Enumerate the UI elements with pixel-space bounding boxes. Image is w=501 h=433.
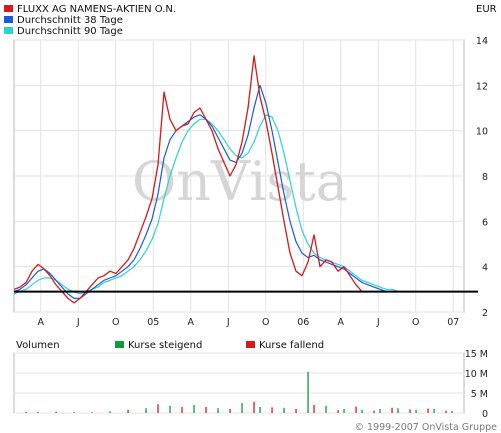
volume-bar-down (271, 407, 272, 413)
price-x-tick-labels: A J O 05 A J O 06 A J O 07 (38, 317, 460, 328)
price-x-tick-label: A (338, 317, 345, 328)
legend-swatch-ma90 (4, 27, 13, 34)
price-legend: FLUXX AG NAMENS-AKTIEN O.N. Durchschnitt… (4, 4, 176, 37)
volume-bar-up (397, 408, 398, 413)
price-y-tick-labels: 2 4 6 8 10 12 14 (476, 36, 488, 319)
volume-bar-up (193, 405, 194, 413)
volume-panel: 0 5 M 10 M 15 M (14, 349, 488, 420)
volume-bar-up (169, 406, 170, 413)
price-x-tick-label: J (226, 317, 230, 328)
legend-swatch-ma38 (4, 16, 13, 23)
volume-bar-down (91, 412, 92, 413)
copyright-notice: © 1999-2007 OnVista Gruppe (355, 422, 498, 433)
volume-bar-up (379, 409, 380, 413)
volume-bar-up (415, 410, 416, 413)
volume-bar-down (205, 407, 206, 413)
price-y-tick-label: 10 (476, 127, 488, 138)
volume-y-tick-labels: 0 5 M 10 M 15 M (465, 349, 488, 420)
volume-bar-up (259, 407, 260, 413)
volume-legend-label-up: Kurse steigend (128, 340, 202, 351)
volume-bar-down (409, 409, 410, 413)
volume-bar-down (181, 407, 182, 413)
price-x-tick-label: O (262, 317, 269, 328)
price-x-tick-label: J (76, 317, 80, 328)
onvista-watermark: OnVista (132, 150, 348, 213)
price-panel: OnVista 2 4 6 8 10 12 14 A J O 05 A J O 06 A J O 07 (14, 36, 488, 328)
volume-bar-down (373, 411, 374, 413)
price-x-tick-label: O (112, 317, 119, 328)
price-y-tick-label: 14 (476, 36, 488, 47)
volume-y-tick-label: 10 M (465, 369, 488, 380)
volume-bar-up (145, 408, 146, 413)
legend-label-price: FLUXX AG NAMENS-AKTIEN O.N. (17, 4, 176, 15)
legend-label-ma38: Durchschnitt 38 Tage (17, 15, 123, 26)
volume-bar-up (109, 411, 110, 413)
volume-bar-down (391, 408, 392, 413)
volume-bar-up (361, 410, 362, 413)
volume-bar-down (157, 404, 158, 413)
volume-legend-label-down: Kurse fallend (259, 340, 324, 351)
volume-bar-up (343, 409, 344, 413)
volume-bar-down (337, 410, 338, 413)
price-y-tick-label: 6 (482, 217, 488, 228)
volume-bar-up (37, 412, 38, 413)
volume-bar-up (451, 411, 452, 413)
volume-legend-swatch-down (246, 341, 255, 348)
price-x-tick-label: 05 (147, 317, 159, 328)
volume-y-tick-label: 0 (482, 409, 488, 420)
volume-bar-down (229, 409, 230, 413)
volume-bar-up (283, 408, 284, 413)
price-y-tick-label: 8 (482, 172, 488, 183)
volume-bar-down (55, 412, 56, 413)
price-y-tick-label: 12 (476, 81, 488, 92)
volume-bar-down (25, 412, 26, 413)
volume-bar-down (295, 409, 296, 413)
currency-label: EUR (476, 4, 497, 15)
volume-bar-up (307, 372, 308, 413)
volume-bar-down (253, 402, 254, 413)
volume-bar-up (73, 412, 74, 413)
volume-bar-down (355, 407, 356, 413)
price-y-tick-label: 4 (482, 263, 488, 274)
price-x-tick-label: A (38, 317, 45, 328)
legend-label-ma90: Durchschnitt 90 Tage (17, 26, 123, 37)
price-y-tick-label: 2 (482, 308, 488, 319)
volume-bar-up (241, 403, 242, 413)
volume-bar-down (313, 405, 314, 413)
volume-bar-down (427, 409, 428, 413)
volume-header: Volumen Kurse steigend Kurse fallend (16, 340, 324, 351)
volume-bar-up (433, 409, 434, 413)
price-x-tick-label: J (376, 317, 380, 328)
volume-label: Volumen (16, 340, 60, 351)
legend-swatch-price (4, 5, 13, 12)
volume-legend-swatch-up (115, 341, 124, 348)
volume-y-tick-label: 15 M (465, 349, 488, 360)
volume-bar-up (325, 406, 326, 413)
price-x-tick-label: 06 (297, 317, 309, 328)
price-x-tick-label: 07 (447, 317, 459, 328)
volume-bar-down (127, 410, 128, 413)
volume-bar-up (217, 408, 218, 413)
price-x-tick-label: O (412, 317, 419, 328)
price-x-tick-label: A (188, 317, 195, 328)
volume-y-tick-label: 5 M (471, 389, 488, 400)
volume-plot-frame (14, 353, 464, 413)
volume-bar-down (445, 411, 446, 413)
